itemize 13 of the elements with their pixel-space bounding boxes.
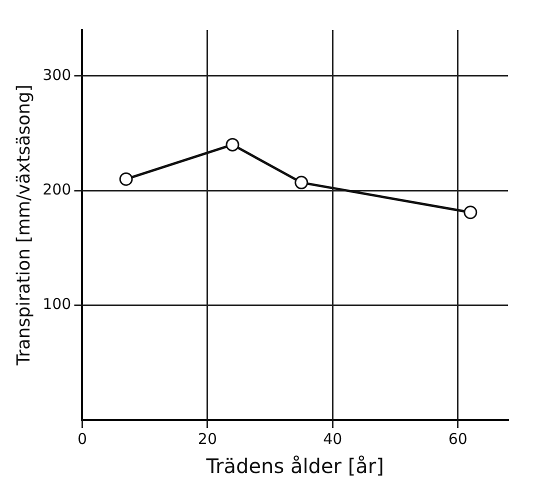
y-tick-label: 200 (42, 180, 72, 198)
y-axis-title: Transpiration [mm/växtsäsong] (13, 84, 34, 366)
x-tick-label: 60 (448, 430, 468, 448)
point (226, 138, 240, 152)
x-tick-label: 20 (198, 430, 218, 448)
x-tick-label: 0 (77, 430, 88, 448)
point (294, 176, 308, 190)
x-tick-label: 40 (323, 430, 342, 448)
point (119, 172, 133, 186)
y-tick-label: 100 (42, 295, 72, 314)
y-tick-label: 300 (42, 66, 72, 84)
point (464, 206, 478, 220)
x-axis-title: Trädens ålder [år] (205, 454, 384, 478)
